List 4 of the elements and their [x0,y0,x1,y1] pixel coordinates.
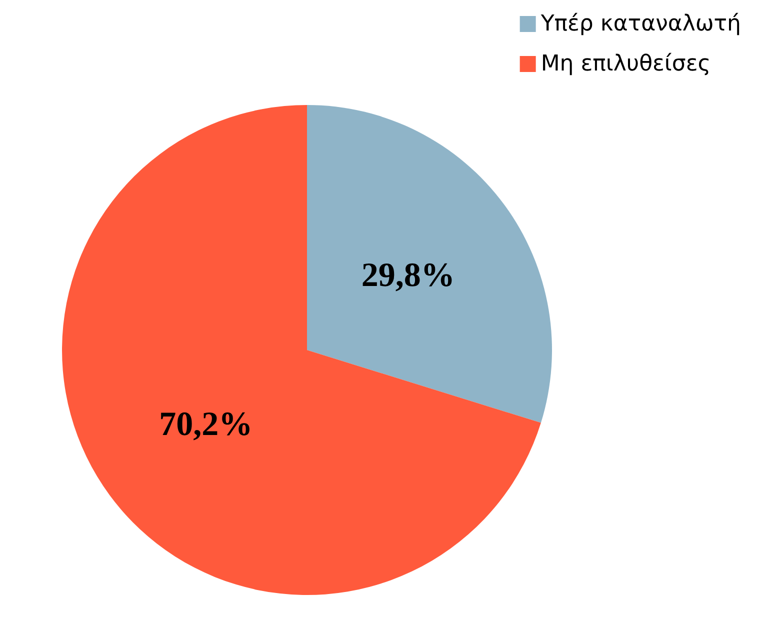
legend-label: Υπέρ καταναλωτή [540,12,741,36]
legend-label: Μη επιλυθείσες [540,52,711,76]
data-label: 29,8% [361,257,455,294]
data-label: 70,2% [159,406,253,443]
